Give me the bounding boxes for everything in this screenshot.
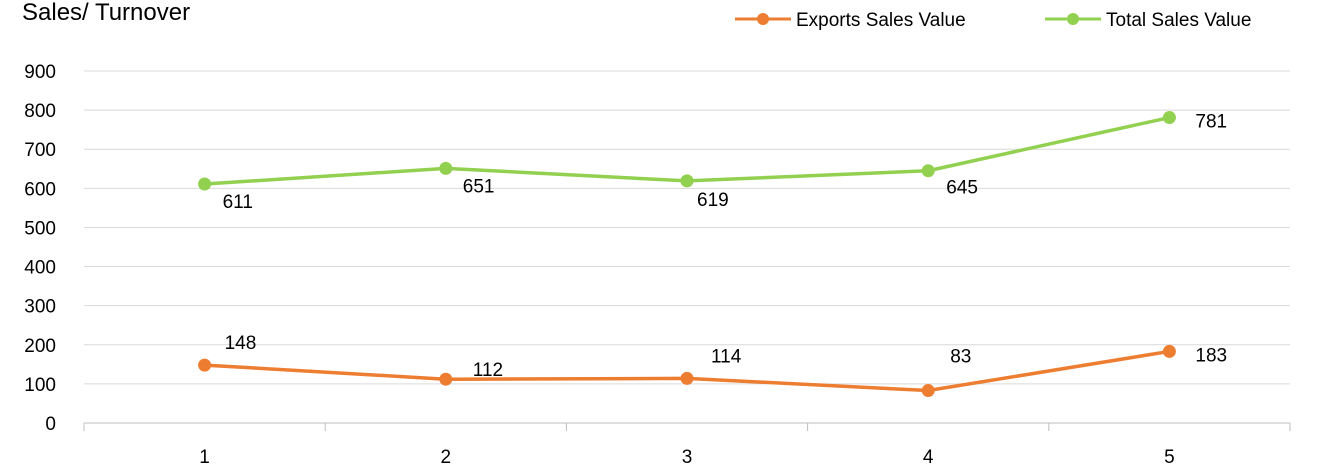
y-tick-label: 300: [24, 297, 56, 318]
chart-title: Sales/ Turnover: [22, 0, 190, 26]
x-tick-label: 3: [682, 447, 693, 468]
data-label: 645: [946, 178, 978, 199]
legend: Exports Sales Value Total Sales Value: [735, 10, 1251, 31]
data-point: [680, 174, 694, 188]
gridlines: [84, 70, 1290, 385]
data-label: 114: [711, 346, 742, 367]
series-exports: 148 112 114 83 183: [198, 333, 1227, 398]
legend-label-exports: Exports Sales Value: [796, 10, 966, 31]
legend-item-total: Total Sales Value: [1045, 10, 1251, 31]
legend-item-exports: Exports Sales Value: [735, 10, 966, 31]
legend-marker-total: [1067, 13, 1079, 25]
data-label: 148: [225, 333, 257, 354]
y-tick-label: 700: [24, 140, 56, 161]
legend-marker-exports: [757, 13, 769, 25]
x-tick-label: 4: [923, 447, 934, 468]
data-label: 83: [950, 347, 971, 368]
data-point: [921, 164, 935, 178]
data-point: [921, 384, 935, 398]
y-tick-label: 900: [24, 62, 56, 83]
data-point: [1162, 111, 1176, 125]
y-tick-label: 400: [24, 258, 56, 279]
series-total: 611 651 619 645 781: [198, 111, 1227, 213]
data-label: 183: [1195, 345, 1227, 366]
data-label: 651: [463, 176, 495, 197]
y-tick-label: 100: [24, 375, 56, 396]
x-tick-label: 2: [441, 447, 452, 468]
y-tick-label: 500: [24, 218, 56, 239]
y-tick-label: 800: [24, 101, 56, 122]
data-label: 619: [697, 190, 729, 211]
data-point: [198, 177, 212, 191]
x-axis-tick-labels: 1 2 3 4 5: [199, 447, 1174, 468]
series-line: [204, 115, 1170, 186]
x-tick-label: 1: [199, 447, 210, 468]
data-label: 611: [223, 192, 253, 213]
data-label: 112: [473, 360, 503, 381]
data-label: 781: [1195, 112, 1227, 133]
data-point: [198, 358, 212, 372]
data-point: [439, 372, 453, 386]
x-tick-label: 5: [1164, 447, 1175, 468]
y-axis-tick-labels: 0 100 200 300 400 500 600 700 800 900: [24, 62, 56, 435]
data-point: [680, 371, 694, 385]
y-tick-label: 600: [24, 179, 56, 200]
y-tick-label: 200: [24, 336, 56, 357]
data-point: [1162, 344, 1176, 358]
data-point: [439, 161, 453, 175]
series-group: 148 112 114 83 183 611 651 619 645 781: [198, 111, 1227, 398]
axes: [83, 422, 1291, 431]
y-tick-label: 0: [45, 414, 56, 435]
legend-label-total: Total Sales Value: [1106, 10, 1251, 31]
